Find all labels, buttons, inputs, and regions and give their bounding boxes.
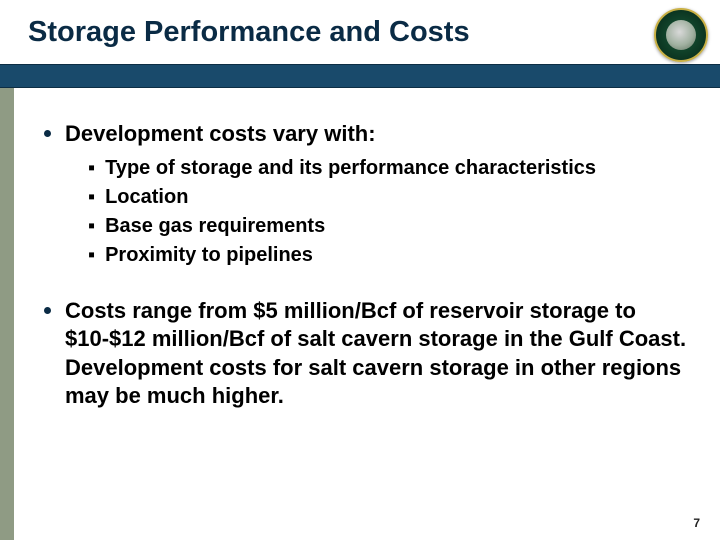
bullet-main-2-text: Costs range from $5 million/Bcf of reser… (65, 297, 694, 411)
bullet-square-icon: ▪ (88, 184, 95, 211)
bullet-main-1: Development costs vary with: (44, 120, 694, 149)
bullet-sub-4: ▪ Proximity to pipelines (88, 242, 694, 269)
content-area: Development costs vary with: ▪ Type of s… (44, 120, 694, 417)
bullet-main-2: Costs range from $5 million/Bcf of reser… (44, 297, 694, 411)
sidebar-accent (0, 88, 14, 540)
page-number: 7 (693, 516, 700, 530)
bullet-square-icon: ▪ (88, 213, 95, 240)
bullet-sub-4-text: Proximity to pipelines (105, 242, 313, 269)
bullet-dot-icon (44, 307, 51, 314)
header-band (0, 64, 720, 88)
agency-seal-icon (654, 8, 708, 62)
bullet-sub-2-text: Location (105, 184, 188, 211)
bullet-dot-icon (44, 130, 51, 137)
bullet-square-icon: ▪ (88, 155, 95, 182)
bullet-main-1-text: Development costs vary with: (65, 120, 376, 149)
bullet-sub-1-text: Type of storage and its performance char… (105, 155, 596, 182)
bullet-sub-3: ▪ Base gas requirements (88, 213, 694, 240)
bullet-square-icon: ▪ (88, 242, 95, 269)
title-text: Storage Performance and Costs (28, 16, 470, 48)
slide: Storage Performance and Costs Developmen… (0, 0, 720, 540)
sublist-1: ▪ Type of storage and its performance ch… (88, 155, 694, 269)
bullet-sub-2: ▪ Location (88, 184, 694, 211)
bullet-sub-3-text: Base gas requirements (105, 213, 325, 240)
bullet-sub-1: ▪ Type of storage and its performance ch… (88, 155, 694, 182)
slide-title: Storage Performance and Costs (28, 16, 470, 49)
